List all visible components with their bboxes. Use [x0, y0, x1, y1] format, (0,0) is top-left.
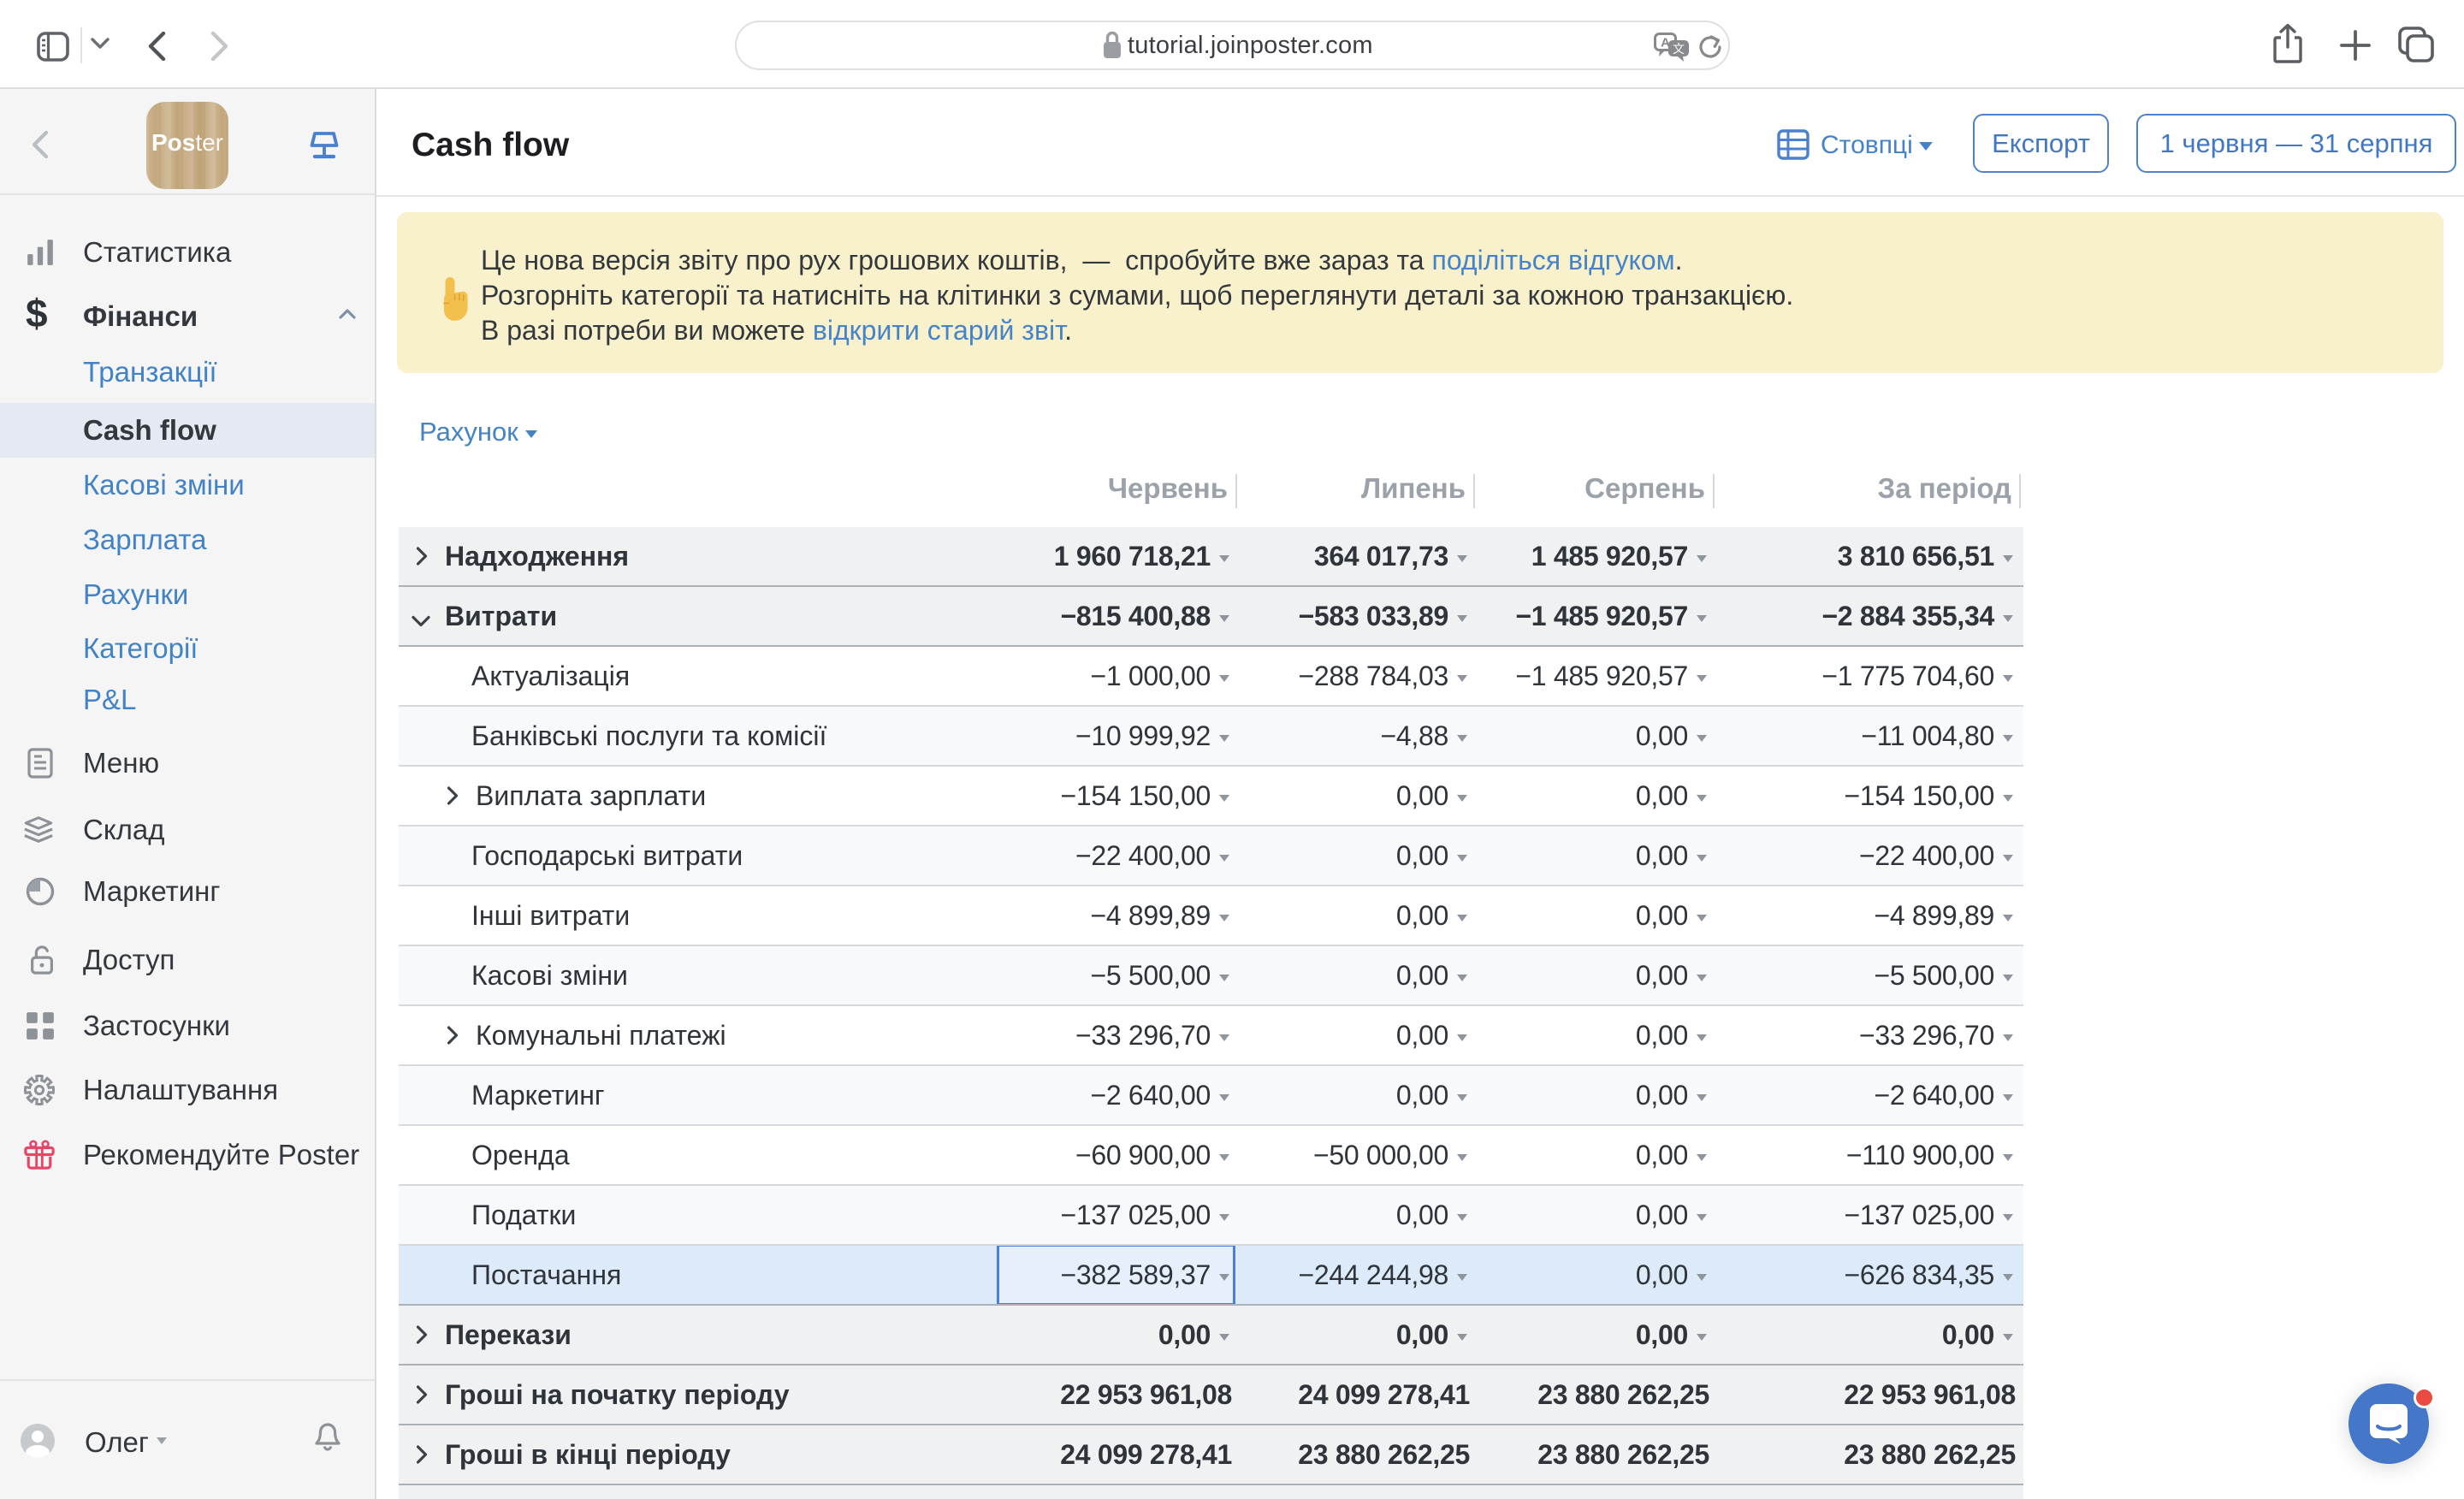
svg-text:文: 文 — [1673, 42, 1685, 56]
svg-text:A: A — [1661, 36, 1670, 50]
